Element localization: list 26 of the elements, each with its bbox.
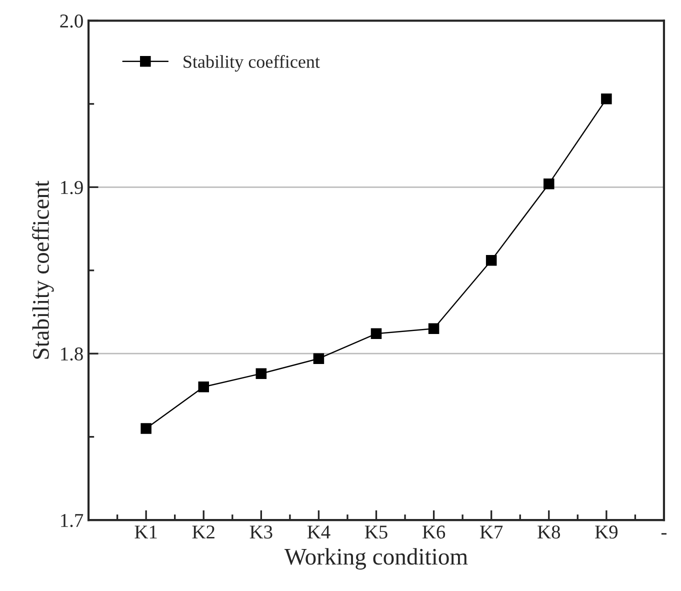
point: [544, 178, 554, 190]
x-tick-label: K7: [480, 526, 503, 538]
x-tick-label: K4: [307, 526, 330, 538]
x-tick-label: K5: [364, 526, 388, 539]
legend-label: Stability coefficent: [184, 54, 320, 72]
x-tick-label: K6: [422, 526, 446, 539]
y-tick-label: 1.9: [61, 181, 83, 194]
x-tick-label: K3: [250, 526, 272, 539]
point: [313, 353, 324, 364]
y-axis-title: Stability coefficent: [32, 180, 54, 359]
x-tick-label: K8: [538, 526, 560, 539]
point: [601, 94, 612, 104]
point: [370, 328, 382, 340]
y-tick-label: 1.7: [61, 514, 84, 528]
y-tick-label: 1.8: [61, 347, 83, 361]
x-axis-title: Working conditiom: [284, 548, 468, 570]
x-tick-label: K2: [192, 526, 214, 538]
point: [486, 255, 497, 266]
point: [198, 382, 209, 392]
x-tick-label: -: [661, 533, 667, 535]
y-tick-label: 2.0: [60, 14, 83, 28]
x-tick-label: K1: [134, 526, 157, 538]
x-tick-label: K9: [595, 526, 618, 539]
point: [428, 323, 440, 334]
point: [140, 423, 152, 434]
point: [256, 368, 267, 379]
